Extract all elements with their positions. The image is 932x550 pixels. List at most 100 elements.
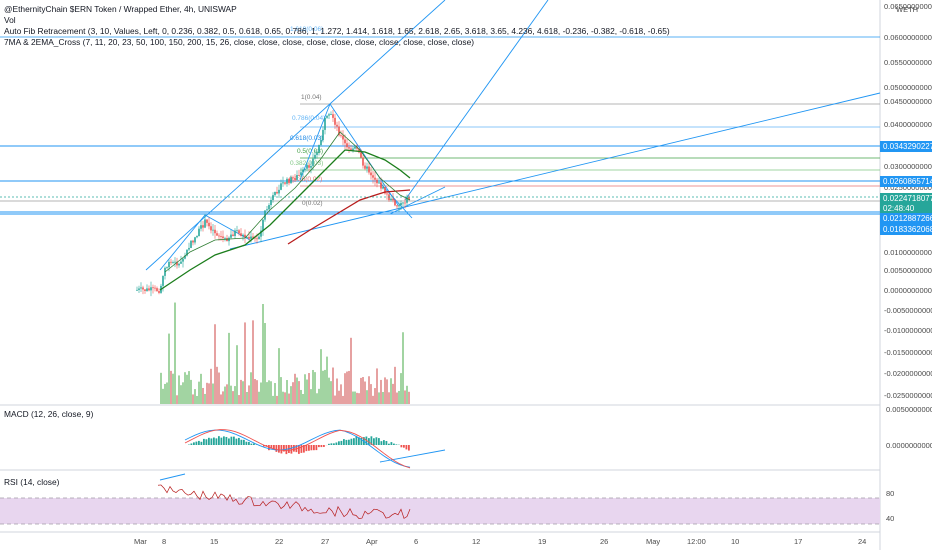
price-axis-tick: 0.0300000000 (884, 162, 932, 171)
candle-body (266, 209, 268, 211)
candle-body (224, 238, 226, 239)
candle-body (162, 275, 164, 286)
volume-bar (284, 392, 286, 404)
volume-bar (406, 385, 408, 404)
candle-body (238, 230, 240, 234)
macd-histogram-bar (253, 443, 255, 445)
volume-bar (206, 382, 208, 404)
volume-bar (270, 381, 272, 404)
candle-body (148, 288, 150, 291)
volume-bar (166, 382, 168, 404)
candle-body (268, 205, 270, 210)
candlesticks[interactable] (136, 110, 410, 297)
legend-rsi[interactable]: RSI (14, close) (4, 477, 60, 487)
trendline-steep[interactable] (404, 0, 549, 201)
ma-line-dark (164, 131, 411, 273)
candle-body (322, 129, 324, 141)
candle-body (276, 191, 278, 194)
legend-symbol[interactable]: @EthernityChain $ERN Token / Wrapped Eth… (4, 4, 237, 14)
volume-bar (352, 391, 354, 404)
time-axis-tick: 8 (162, 537, 167, 546)
volume-bar (200, 373, 202, 404)
volume-bar (280, 377, 282, 404)
fib-label-0236: 0.236(0.02) (289, 176, 322, 183)
volume-bar (228, 332, 230, 404)
candle-body (292, 177, 294, 179)
volume-bar (402, 332, 404, 404)
macd-histogram-bar (390, 442, 393, 445)
volume-bar (380, 379, 382, 404)
legend-macd[interactable]: MACD (12, 26, close, 9) (4, 409, 94, 419)
macd-axis-top: 0.0050000000 (886, 405, 932, 414)
volume-bar (396, 392, 398, 404)
trendline-early-rise[interactable] (159, 214, 206, 271)
candle-body (236, 230, 238, 232)
trendline-peak-left[interactable] (299, 103, 331, 181)
macd-histogram-bar (310, 445, 313, 451)
time-axis-tick: 6 (414, 537, 419, 546)
trendline-peak-right[interactable] (329, 103, 399, 206)
macd-histogram-bar (303, 445, 305, 453)
macd-histogram-bar (245, 441, 248, 445)
candle-body (150, 287, 152, 291)
candle-body (142, 287, 144, 290)
volume-bar (210, 368, 212, 404)
macd-histogram-bar (395, 444, 398, 445)
volume-bar (322, 370, 324, 404)
legend-vol[interactable]: Vol (4, 15, 16, 25)
trendline-rsi[interactable] (159, 473, 186, 481)
ma-line-red (287, 189, 411, 245)
macd-histogram-bar (373, 438, 375, 445)
trendline-channel-top[interactable] (145, 0, 446, 271)
price-label-fib-0618: 0.0260865714 (880, 176, 932, 187)
macd-histogram-bar (393, 443, 395, 445)
candle-body (140, 287, 142, 289)
candle-body (270, 200, 272, 206)
candle-body (300, 172, 302, 176)
volume-bar (342, 395, 344, 404)
candle-body (326, 115, 328, 118)
candle-body (374, 177, 376, 180)
candle-body (176, 261, 178, 266)
volume-bar (252, 320, 254, 404)
trendline-long-support[interactable] (229, 92, 881, 250)
fib-label-1618: 1.618(0.06) (290, 26, 323, 33)
volume-bar (238, 395, 240, 404)
candle-body (156, 288, 158, 292)
volume-bar (188, 371, 190, 404)
macd-histogram-bar (358, 437, 360, 445)
legend-ma[interactable]: 7MA & 2EMA_Cross (7, 11, 20, 23, 50, 100… (4, 37, 475, 47)
macd-histogram-bar (333, 443, 335, 445)
macd-histogram-bar (275, 445, 278, 452)
volume-bar (328, 377, 330, 404)
candle-body (230, 234, 232, 238)
macd-histogram-bar (300, 445, 303, 453)
candle-body (252, 236, 254, 238)
candle-body (144, 289, 146, 291)
trend-lines[interactable] (145, 0, 881, 481)
price-axis-tick: 0.0550000000 (884, 58, 932, 67)
legend-fib[interactable]: Auto Fib Retracement (3, 10, Values, Lef… (4, 26, 670, 36)
volume-bar (264, 323, 266, 404)
candle-body (350, 148, 352, 151)
price-axis-tick: 0.0600000000 (884, 33, 932, 42)
volume-bar (208, 383, 210, 404)
volume-bar (162, 388, 164, 404)
candle-body (402, 202, 404, 204)
candle-body (376, 179, 378, 184)
macd-histogram-bar (200, 441, 203, 445)
volume-bar (340, 384, 342, 404)
volume-bar (272, 395, 274, 404)
candle-body (192, 240, 194, 243)
candle-body (316, 152, 318, 155)
candle-body (274, 191, 276, 196)
candle-body (338, 126, 340, 136)
volume-bar (370, 384, 372, 404)
fib-label-1: 1(0.04) (301, 94, 322, 101)
macd-histogram-bar (328, 443, 330, 445)
candle-body (306, 165, 308, 169)
macd-histogram-bar (235, 438, 238, 445)
fib-levels[interactable] (0, 36, 880, 215)
macd-histogram-bar (293, 445, 295, 452)
